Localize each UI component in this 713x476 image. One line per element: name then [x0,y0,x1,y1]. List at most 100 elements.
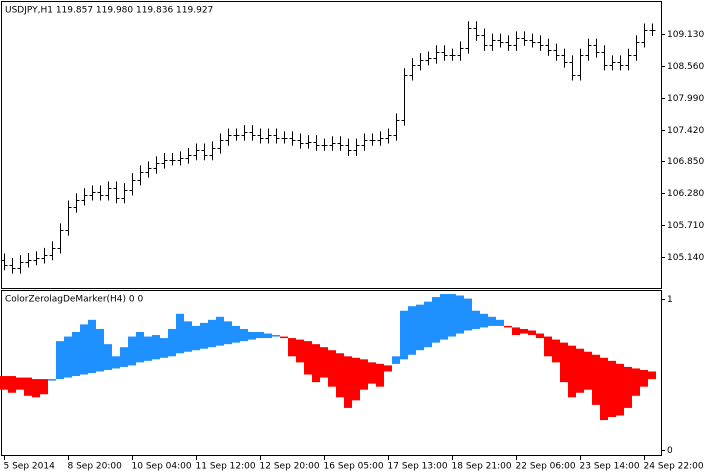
indicator-bar [456,295,464,334]
indicator-bar [496,319,504,326]
indicator-bar [368,362,376,384]
indicator-bar [280,336,288,339]
y-tick-label: 105.140 [667,253,704,263]
indicator-bar [488,316,496,326]
indicator-bar [304,341,312,375]
indicator-bar [648,371,656,380]
price-panel-frame [1,1,662,289]
x-tick-label: 8 Sep 20:00 [68,462,123,472]
indicator-bar [552,339,560,363]
indicator-bar [16,377,24,390]
indicator-bar [384,365,392,372]
indicator-bar [168,328,176,357]
x-tick-label: 10 Sep 04:00 [132,462,192,472]
indicator-bar [632,368,640,396]
indicator-bar [232,325,240,343]
indicator-bar [464,298,472,331]
indicator-bar [120,347,128,367]
indicator-bar [224,321,232,345]
indicator-bar [448,294,456,337]
indicator-bar [200,322,208,349]
indicator-bar [152,335,160,360]
indicator-bar [608,360,616,418]
indicator-panel-frame [1,290,662,456]
indicator-bar [256,332,264,339]
indicator-bar [288,338,296,357]
indicator-bar [440,294,448,340]
indicator-bar [376,363,384,387]
indicator-bar [72,332,80,377]
indicator-bar [528,330,536,336]
indicator-bar [8,376,16,393]
indicator-bar [80,324,88,375]
x-tick-label: 23 Sep 14:00 [580,462,640,472]
indicator-bar [184,321,192,352]
y-tick-label: 109.130 [667,30,704,40]
x-tick-label: 18 Sep 21:00 [452,462,512,472]
indicator-bar [584,351,592,390]
indicator-bar [192,325,200,351]
indicator-bar [64,336,72,378]
x-tick-label: 12 Sep 20:00 [260,462,320,472]
indicator-bar [208,319,216,348]
indicator-bar [360,359,368,390]
indicator-bar [640,369,648,387]
indicator-bar [536,333,544,339]
indicator-bar [616,363,624,416]
indicator-bar [624,366,632,408]
indicator-bar [600,357,608,421]
indicator-bar [24,377,32,396]
indicator-bar [576,348,584,393]
indicator-bar [160,338,168,358]
indicator-bar [520,328,528,334]
indicator-bar [104,344,112,370]
indicator-bar [400,310,408,360]
indicator-bar [128,336,136,366]
indicator-bar [328,350,336,387]
indicator-bar [272,335,280,337]
y-tick-label: 107.990 [667,94,704,104]
indicator-bar [32,379,40,398]
x-tick-label: 22 Sep 06:00 [516,462,576,472]
indicator-bar [296,339,304,363]
indicator-bar [96,328,104,372]
indicator-bar [472,310,480,329]
indicator-bar [248,332,256,340]
indicator-bar [320,347,328,378]
y-tick-label: 105.710 [667,221,704,231]
indicator-bar [480,313,488,328]
indicator-bar [560,342,568,383]
indicator-bar [592,354,600,405]
indicator-bar [40,379,48,395]
indicator-bar [48,379,56,381]
indicator-bar [432,297,440,343]
indicator-bar [424,301,432,348]
y-tick-label: 107.420 [667,126,704,136]
y-tick-label: 106.280 [667,189,704,199]
indicator-bar [264,333,272,339]
indicator-bar [0,376,8,390]
indicator-bar [568,345,576,398]
y-tick-label: 1 [667,295,673,305]
indicator-bar [416,304,424,351]
indicator-bar [312,344,320,383]
x-tick-label: 16 Sep 05:00 [324,462,384,472]
y-tick-label: 108.560 [667,62,704,72]
indicator-bar [504,325,512,328]
indicator-bar [512,327,520,336]
indicator-bar [176,313,184,354]
indicator-bar [336,353,344,398]
indicator-bar [216,316,224,346]
indicator-bar [88,319,96,373]
indicator-bar [408,306,416,355]
x-tick-label: 11 Sep 12:00 [196,462,256,472]
x-tick-label: 5 Sep 2014 [4,462,56,472]
indicator-bar [544,336,552,357]
indicator-bar [112,356,120,369]
x-tick-label: 24 Sep 22:00 [644,462,704,472]
indicator-bar [56,341,64,380]
x-tick-label: 17 Sep 13:00 [388,462,448,472]
indicator-bar [392,356,400,364]
indicator-panel-title: ColorZerolagDeMarker(H4) 0 0 [5,295,143,305]
